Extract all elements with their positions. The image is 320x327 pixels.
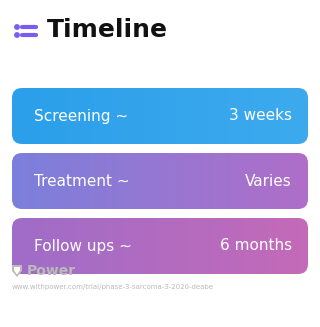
- Text: Power: Power: [27, 264, 76, 278]
- Text: Timeline: Timeline: [47, 18, 168, 42]
- Text: 6 months: 6 months: [220, 238, 292, 253]
- Text: 3 weeks: 3 weeks: [229, 109, 292, 124]
- Circle shape: [15, 25, 19, 29]
- Polygon shape: [12, 265, 22, 277]
- Text: Follow ups ~: Follow ups ~: [34, 238, 132, 253]
- Text: Treatment ~: Treatment ~: [34, 174, 130, 188]
- Text: Varies: Varies: [245, 174, 292, 188]
- Circle shape: [15, 33, 19, 37]
- Polygon shape: [14, 267, 20, 274]
- Text: www.withpower.com/trial/phase-3-sarcoma-3-2020-deabe: www.withpower.com/trial/phase-3-sarcoma-…: [12, 284, 214, 290]
- Text: Screening ~: Screening ~: [34, 109, 128, 124]
